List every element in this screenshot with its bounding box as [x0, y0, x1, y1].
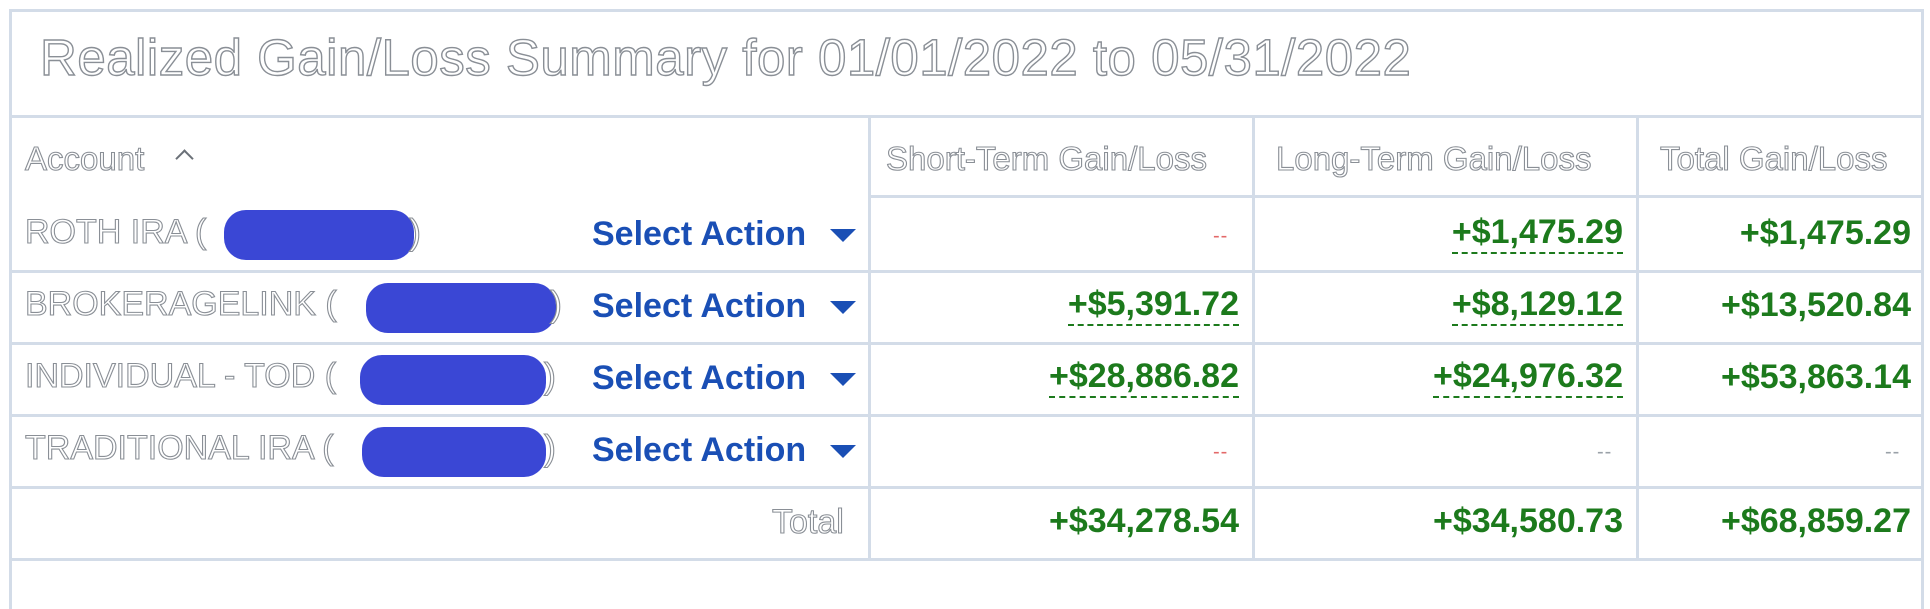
total-value: +$13,520.84 — [1720, 286, 1911, 324]
header-divider-left — [9, 197, 12, 200]
column-divider — [868, 115, 871, 560]
account-name-close: ) — [549, 282, 562, 324]
totals-label: Total — [771, 502, 844, 541]
table-bottom-divider — [9, 558, 1924, 561]
column-divider — [1252, 115, 1255, 560]
chevron-down-icon[interactable] — [830, 445, 856, 458]
row-divider — [9, 486, 1924, 489]
account-name-close: ) — [408, 210, 421, 252]
chevron-down-icon[interactable] — [830, 301, 856, 314]
redacted-account-number — [360, 355, 546, 405]
account-name: ROTH IRA ( — [24, 212, 207, 251]
chevron-down-icon[interactable] — [830, 373, 856, 386]
long-term-value-link[interactable]: +$1,475.29 — [1451, 214, 1623, 254]
header-divider — [870, 195, 1924, 198]
row-divider — [9, 414, 1924, 417]
total-value: +$53,863.14 — [1720, 358, 1911, 396]
column-header-account[interactable]: Account — [24, 139, 145, 177]
account-name: BROKERAGELINK ( — [24, 284, 337, 323]
column-divider — [1636, 115, 1639, 560]
table-right-border — [1921, 115, 1924, 560]
page-title: Realized Gain/Loss Summary for 01/01/202… — [39, 28, 1412, 86]
column-header-total[interactable]: Total Gain/Loss — [1659, 139, 1888, 177]
row-divider — [9, 270, 1924, 273]
total-value: -- — [1885, 441, 1901, 463]
short-term-value: -- — [1213, 225, 1229, 247]
short-term-value-link[interactable]: +$5,391.72 — [1067, 286, 1239, 326]
row-divider — [9, 342, 1924, 345]
account-name-close: ) — [543, 426, 556, 468]
total-short-term-value: +$34,278.54 — [1048, 502, 1239, 540]
select-action-button[interactable]: Select Action — [592, 287, 807, 325]
redacted-account-number — [362, 427, 546, 477]
account-name-close: ) — [543, 354, 556, 396]
long-term-value-link[interactable]: +$24,976.32 — [1432, 358, 1623, 398]
total-long-term-value: +$34,580.73 — [1432, 502, 1623, 540]
short-term-value-link[interactable]: +$28,886.82 — [1048, 358, 1239, 398]
total-value: +$1,475.29 — [1739, 214, 1911, 252]
redacted-account-number — [366, 283, 556, 333]
account-name: INDIVIDUAL - TOD ( — [24, 356, 337, 395]
select-action-button[interactable]: Select Action — [592, 359, 807, 397]
long-term-value-link[interactable]: +$8,129.12 — [1451, 286, 1623, 326]
chevron-down-icon[interactable] — [830, 229, 856, 242]
column-header-short-term[interactable]: Short-Term Gain/Loss — [885, 139, 1207, 177]
short-term-value: -- — [1213, 441, 1229, 463]
account-name: TRADITIONAL IRA ( — [24, 428, 334, 467]
select-action-button[interactable]: Select Action — [592, 431, 807, 469]
column-header-long-term[interactable]: Long-Term Gain/Loss — [1275, 139, 1592, 177]
title-divider — [9, 115, 1924, 118]
grand-total-value: +$68,859.27 — [1720, 502, 1911, 540]
long-term-value: -- — [1597, 441, 1613, 463]
select-action-button[interactable]: Select Action — [592, 215, 807, 253]
redacted-account-number — [224, 210, 414, 260]
